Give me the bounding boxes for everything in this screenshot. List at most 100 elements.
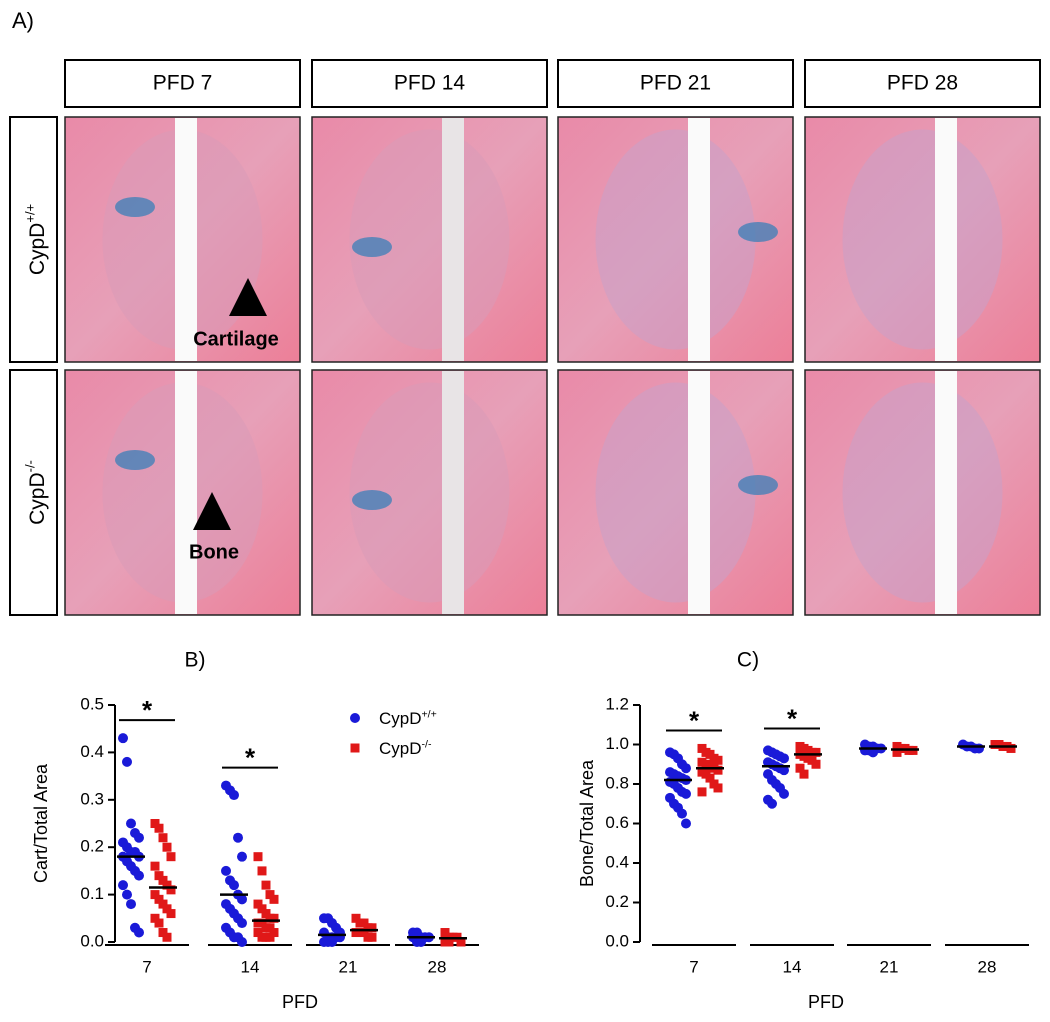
data-point — [162, 932, 172, 942]
tissue-region — [842, 382, 1003, 603]
data-point — [269, 913, 279, 923]
x-axis-label: PFD — [282, 992, 318, 1012]
x-tick-label: 7 — [689, 957, 698, 976]
data-point — [261, 909, 271, 919]
data-point — [126, 818, 136, 829]
y-tick-label: 0.6 — [605, 813, 629, 832]
panel-label: A) — [12, 8, 34, 33]
data-point — [265, 923, 275, 933]
data-point — [237, 851, 247, 862]
data-point — [253, 928, 263, 938]
x-axis-label: PFD — [808, 992, 844, 1012]
data-point — [359, 928, 369, 938]
data-point — [134, 870, 144, 881]
data-point — [150, 913, 160, 923]
data-point — [233, 832, 243, 843]
data-point — [237, 937, 247, 947]
column-header: PFD 14 — [394, 72, 466, 95]
data-point — [269, 894, 279, 904]
data-point — [237, 894, 247, 905]
y-axis-label: Bone/Total Area — [577, 759, 597, 887]
data-point — [779, 753, 789, 764]
column-header-box — [557, 59, 794, 108]
x-tick-label: 28 — [978, 957, 997, 976]
x-tick-label: 28 — [428, 957, 447, 976]
data-point — [122, 756, 132, 767]
data-point — [681, 763, 691, 774]
y-tick-label: 0.1 — [80, 884, 104, 903]
x-tick-label: 7 — [142, 957, 151, 976]
data-point — [118, 880, 128, 891]
data-point — [150, 890, 160, 900]
data-point — [158, 833, 168, 843]
cartilage-stain — [738, 475, 778, 495]
data-point — [257, 866, 267, 876]
data-point — [799, 769, 809, 779]
marrow-canal — [442, 118, 464, 361]
data-point — [158, 875, 168, 885]
data-point — [154, 894, 164, 904]
data-point — [892, 747, 902, 757]
tissue-region — [595, 129, 756, 350]
y-tick-label: 1.2 — [605, 694, 629, 713]
data-point — [359, 918, 369, 928]
cartilage-stain — [352, 490, 392, 510]
data-point — [253, 852, 263, 862]
data-point — [713, 765, 723, 775]
data-point — [166, 852, 176, 862]
data-point — [265, 890, 275, 900]
column-header-box — [804, 59, 1041, 108]
data-point — [456, 937, 466, 947]
data-point — [705, 773, 715, 783]
data-point — [811, 747, 821, 757]
x-tick-label: 14 — [783, 957, 802, 976]
data-point — [677, 808, 687, 819]
data-point — [257, 918, 267, 928]
cartilage-stain — [738, 222, 778, 242]
data-point — [150, 861, 160, 871]
cartilage-stain — [352, 237, 392, 257]
marrow-canal — [688, 371, 710, 614]
data-point — [681, 818, 691, 829]
marrow-canal — [442, 371, 464, 614]
data-point — [261, 880, 271, 890]
tissue-region — [595, 382, 756, 603]
data-point — [221, 865, 231, 876]
data-point — [158, 928, 168, 938]
data-point — [229, 790, 239, 801]
significance-label: * — [787, 703, 798, 733]
annotation: Cartilage — [193, 328, 279, 350]
y-tick-label: 0.3 — [80, 789, 104, 808]
data-point — [713, 755, 723, 765]
data-point — [154, 918, 164, 928]
data-point — [253, 899, 263, 909]
data-point — [416, 937, 426, 947]
data-point — [229, 880, 239, 891]
row-header: CypD-/- — [23, 460, 49, 525]
data-point — [713, 783, 723, 793]
column-header-box — [64, 59, 301, 108]
column-header-box — [311, 59, 548, 108]
y-tick-label: 0.4 — [605, 852, 629, 871]
column-header: PFD 7 — [153, 72, 213, 95]
significance-label: * — [142, 695, 153, 725]
y-tick-label: 0.0 — [80, 931, 104, 950]
data-point — [868, 747, 878, 758]
legend-label: CypD+/+ — [379, 709, 437, 729]
data-point — [795, 763, 805, 773]
x-tick-label: 14 — [241, 957, 260, 976]
x-tick-label: 21 — [339, 957, 358, 976]
data-point — [440, 928, 450, 938]
data-point — [767, 798, 777, 809]
y-axis-label: Cart/Total Area — [31, 763, 51, 883]
legend-marker — [350, 743, 360, 753]
x-tick-label: 21 — [880, 957, 899, 976]
significance-label: * — [689, 705, 700, 735]
data-point — [166, 885, 176, 895]
data-point — [162, 904, 172, 914]
significance-label: * — [245, 742, 256, 772]
marrow-canal — [688, 118, 710, 361]
data-point — [779, 765, 789, 776]
arrowhead — [229, 278, 267, 316]
marrow-canal — [175, 118, 197, 361]
